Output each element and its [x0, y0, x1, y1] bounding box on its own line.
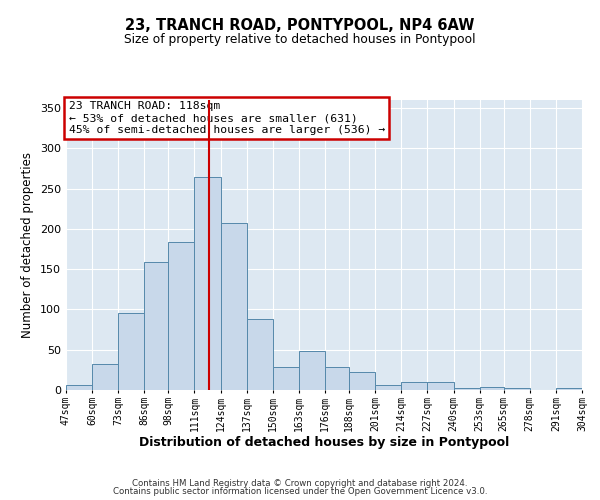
Bar	[375, 385, 401, 390]
Bar	[221, 223, 247, 390]
Bar	[273, 368, 299, 390]
Bar	[92, 364, 118, 390]
Bar	[118, 314, 145, 390]
Bar	[401, 382, 427, 390]
Bar	[145, 262, 169, 390]
Bar	[194, 176, 221, 390]
Text: Contains public sector information licensed under the Open Government Licence v3: Contains public sector information licen…	[113, 487, 487, 496]
Bar	[427, 382, 454, 390]
Bar	[247, 319, 273, 390]
Bar	[503, 388, 530, 390]
Bar	[479, 387, 503, 390]
Text: Contains HM Land Registry data © Crown copyright and database right 2024.: Contains HM Land Registry data © Crown c…	[132, 478, 468, 488]
Text: 23, TRANCH ROAD, PONTYPOOL, NP4 6AW: 23, TRANCH ROAD, PONTYPOOL, NP4 6AW	[125, 18, 475, 32]
Bar	[454, 388, 479, 390]
Y-axis label: Number of detached properties: Number of detached properties	[22, 152, 34, 338]
Bar	[299, 352, 325, 390]
Bar	[325, 368, 349, 390]
Text: 23 TRANCH ROAD: 118sqm
← 53% of detached houses are smaller (631)
45% of semi-de: 23 TRANCH ROAD: 118sqm ← 53% of detached…	[68, 102, 385, 134]
Text: Size of property relative to detached houses in Pontypool: Size of property relative to detached ho…	[124, 32, 476, 46]
Bar	[66, 385, 92, 390]
X-axis label: Distribution of detached houses by size in Pontypool: Distribution of detached houses by size …	[139, 436, 509, 450]
Bar	[556, 388, 582, 390]
Bar	[349, 372, 375, 390]
Bar	[169, 242, 194, 390]
